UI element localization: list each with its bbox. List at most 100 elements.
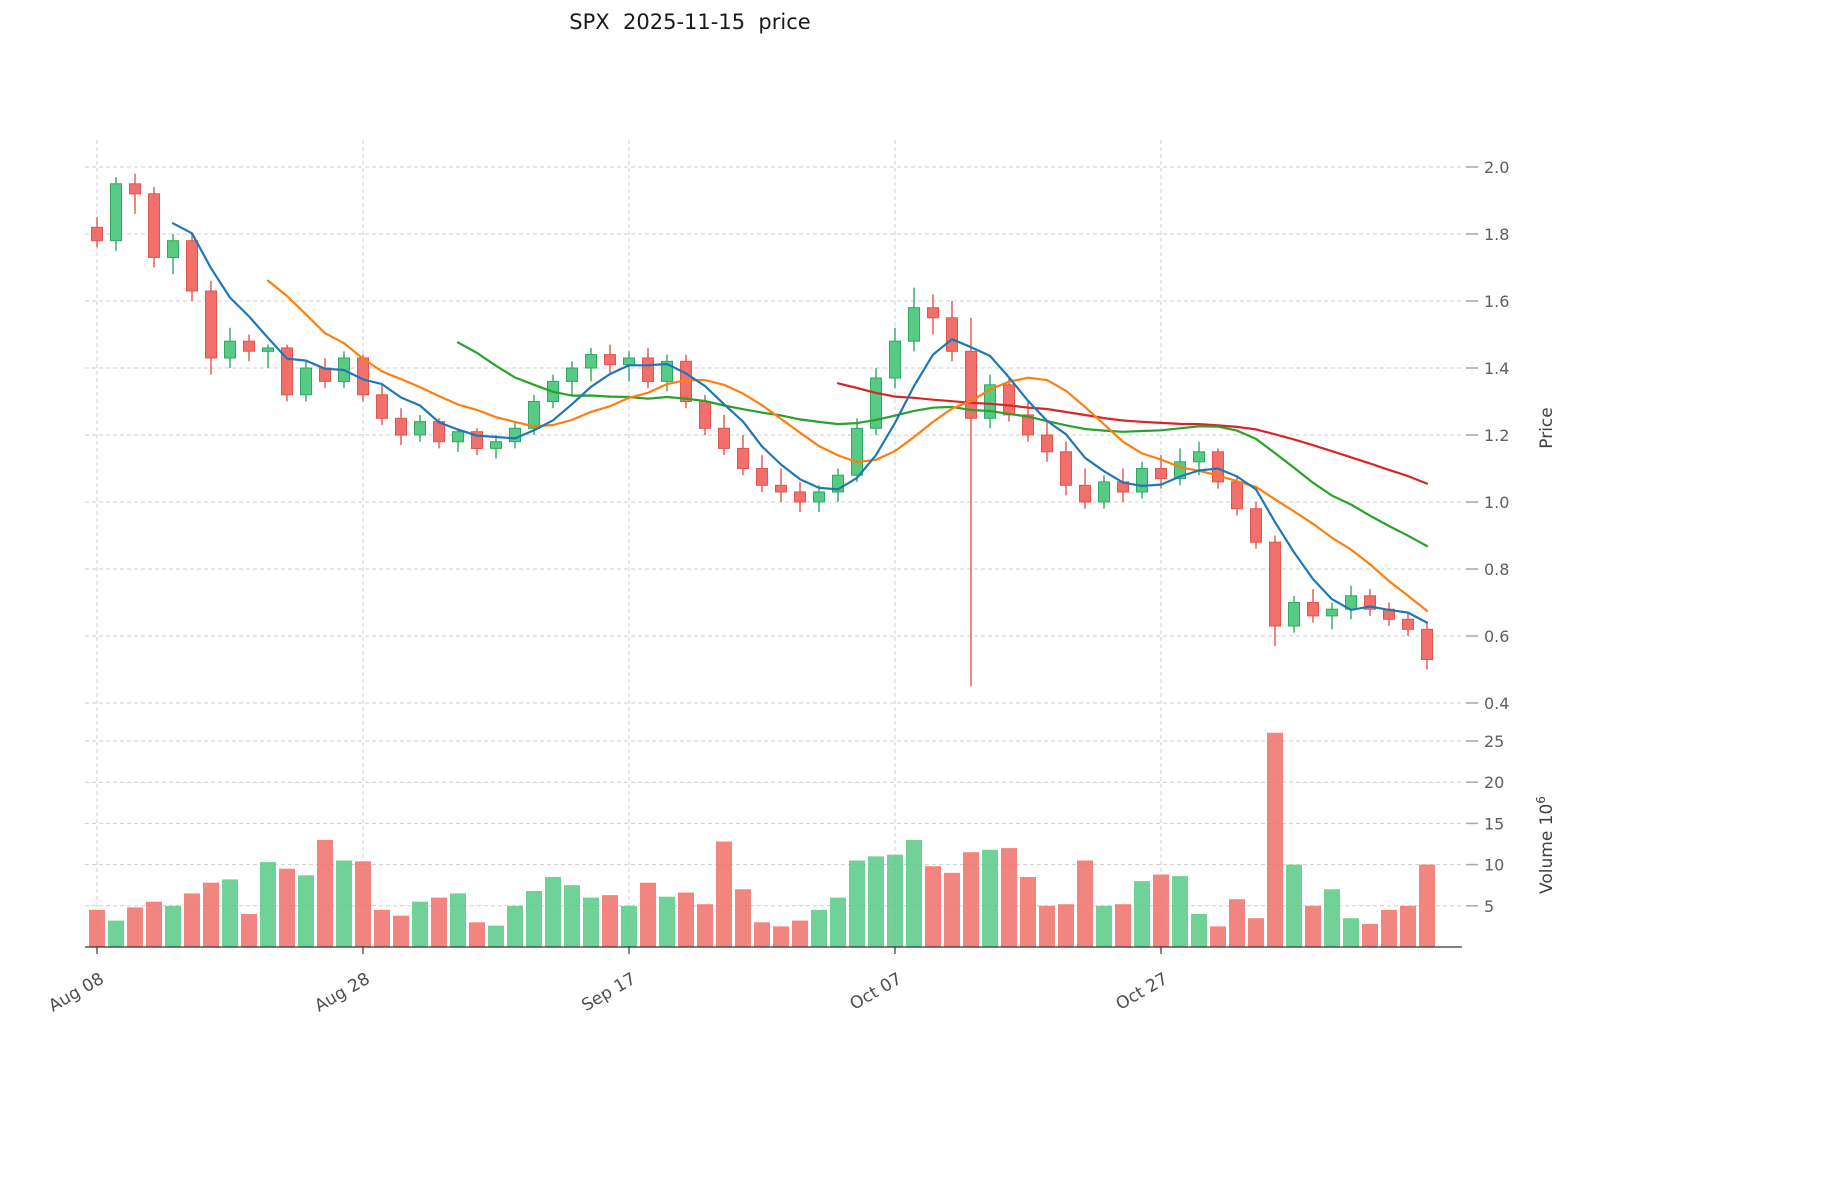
candle-body [566,367,578,382]
candle-body [110,183,122,242]
volume-tick-label: 15 [1484,814,1504,833]
price-axis-title: Price [1537,407,1557,448]
volume-bar [355,861,371,947]
candle-body [1288,602,1300,627]
volume-bar [127,907,143,947]
candle-body [395,417,407,436]
volume-bar [602,895,618,947]
volume-bar [659,896,675,947]
candle-body [243,340,255,352]
volume-bar [545,877,561,947]
volume-bar [1267,732,1283,947]
volume-bar [944,872,960,947]
volume-bar [811,909,827,947]
volume-bar [1153,874,1169,947]
volume-tick-label: 10 [1484,856,1504,875]
plot-area: 2.0 1.8 1.6 1.4 1.2 1.0 0.8 0.6 0.4 25 20 15 10 5 Aug … [45,140,1557,1016]
candle-body [414,421,426,436]
volume-bar [1058,904,1074,947]
candle-body [1231,481,1243,510]
volume-bar [374,909,390,947]
volume-bar [1115,904,1131,947]
volume-bar [89,909,105,947]
volume-bar [450,893,466,947]
price-tick-label: 1.6 [1484,292,1509,311]
candle-body [281,347,293,396]
candle-body [1193,451,1205,463]
candle-body [205,290,217,359]
volume-bar [336,860,352,947]
volume-bar [1172,876,1188,947]
candle-body [1307,602,1319,617]
volume-bar [906,839,922,947]
candle-body [1212,451,1224,483]
candle-body [1155,468,1167,480]
candle-body [1060,451,1072,486]
candle-body [1022,414,1034,436]
price-tick-label: 2.0 [1484,158,1509,177]
candle-body [1421,628,1433,660]
price-tick-label: 0.6 [1484,627,1509,646]
chart-title: SPX 2025-11-15 price [569,10,810,34]
volume-bar [963,852,979,947]
candle-body [775,484,787,493]
candle-body [604,354,616,366]
volume-bar [184,893,200,947]
volume-bar [146,901,162,947]
volume-bar [241,914,257,947]
candle-body [91,226,103,242]
volume-bar [1286,864,1302,947]
volume-bar [925,866,941,947]
ma-line-sma40 [836,382,1429,485]
volume-bar [108,920,124,947]
candle-body [262,347,274,352]
volume-bar [887,854,903,947]
volume-bar [754,922,770,947]
volume-bar [1324,889,1340,947]
volume-bar [412,901,428,947]
candle-body [832,474,844,493]
volume-bar [583,897,599,947]
x-tick-label: Oct 07 [847,969,906,1015]
volume-bar [1419,864,1435,947]
volume-bar [1191,914,1207,947]
volume-bar [982,849,998,947]
volume-bar [165,905,181,947]
candle-body [1174,461,1186,480]
candle-body [167,240,179,258]
volume-bar [830,897,846,947]
candle-body [452,431,464,443]
candle-body [1402,618,1414,630]
volume-bar [431,897,447,947]
volume-bar [1020,877,1036,947]
candle-body [528,401,540,429]
volume-bar [1077,860,1093,947]
volume-bar [1248,918,1264,947]
candle-body [1364,595,1376,610]
candle-body [661,360,673,382]
candle-body [300,367,312,396]
candle-body [1250,508,1262,543]
candle-body [224,340,236,359]
candle-body [851,427,863,476]
volume-tick-label: 20 [1484,773,1504,792]
volume-bar [621,905,637,947]
candle-body [756,468,768,486]
candle-body [642,357,654,382]
candle-body [946,317,958,352]
volume-bar [1343,918,1359,947]
volume-bar [1305,905,1321,947]
candle-body [984,384,996,419]
candle-body [1326,608,1338,617]
volume-bar [1381,909,1397,947]
candle-body [965,350,977,419]
volume-bar [203,882,219,947]
candle-body [585,354,597,369]
ma-line-sma20 [456,341,1429,548]
volume-bar [697,904,713,947]
volume-bar [393,915,409,947]
candle-body [509,427,521,443]
x-tick-label: Aug 08 [45,969,107,1016]
